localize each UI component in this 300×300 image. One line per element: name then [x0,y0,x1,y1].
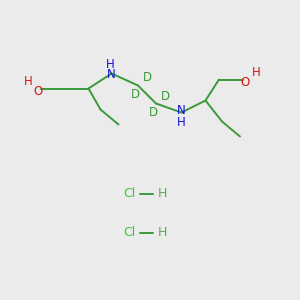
Text: N: N [107,68,116,82]
Text: H: H [157,187,167,200]
Text: H: H [177,116,186,129]
Text: D: D [148,106,158,119]
Text: D: D [161,89,170,103]
Text: O: O [241,76,250,89]
Text: O: O [34,85,43,98]
Text: H: H [23,75,32,88]
Text: H: H [157,226,167,239]
Text: N: N [177,104,186,118]
Text: D: D [143,70,152,84]
Text: H: H [106,58,115,71]
Text: H: H [252,66,261,80]
Text: Cl: Cl [123,187,135,200]
Text: Cl: Cl [123,226,135,239]
Text: D: D [130,88,140,101]
